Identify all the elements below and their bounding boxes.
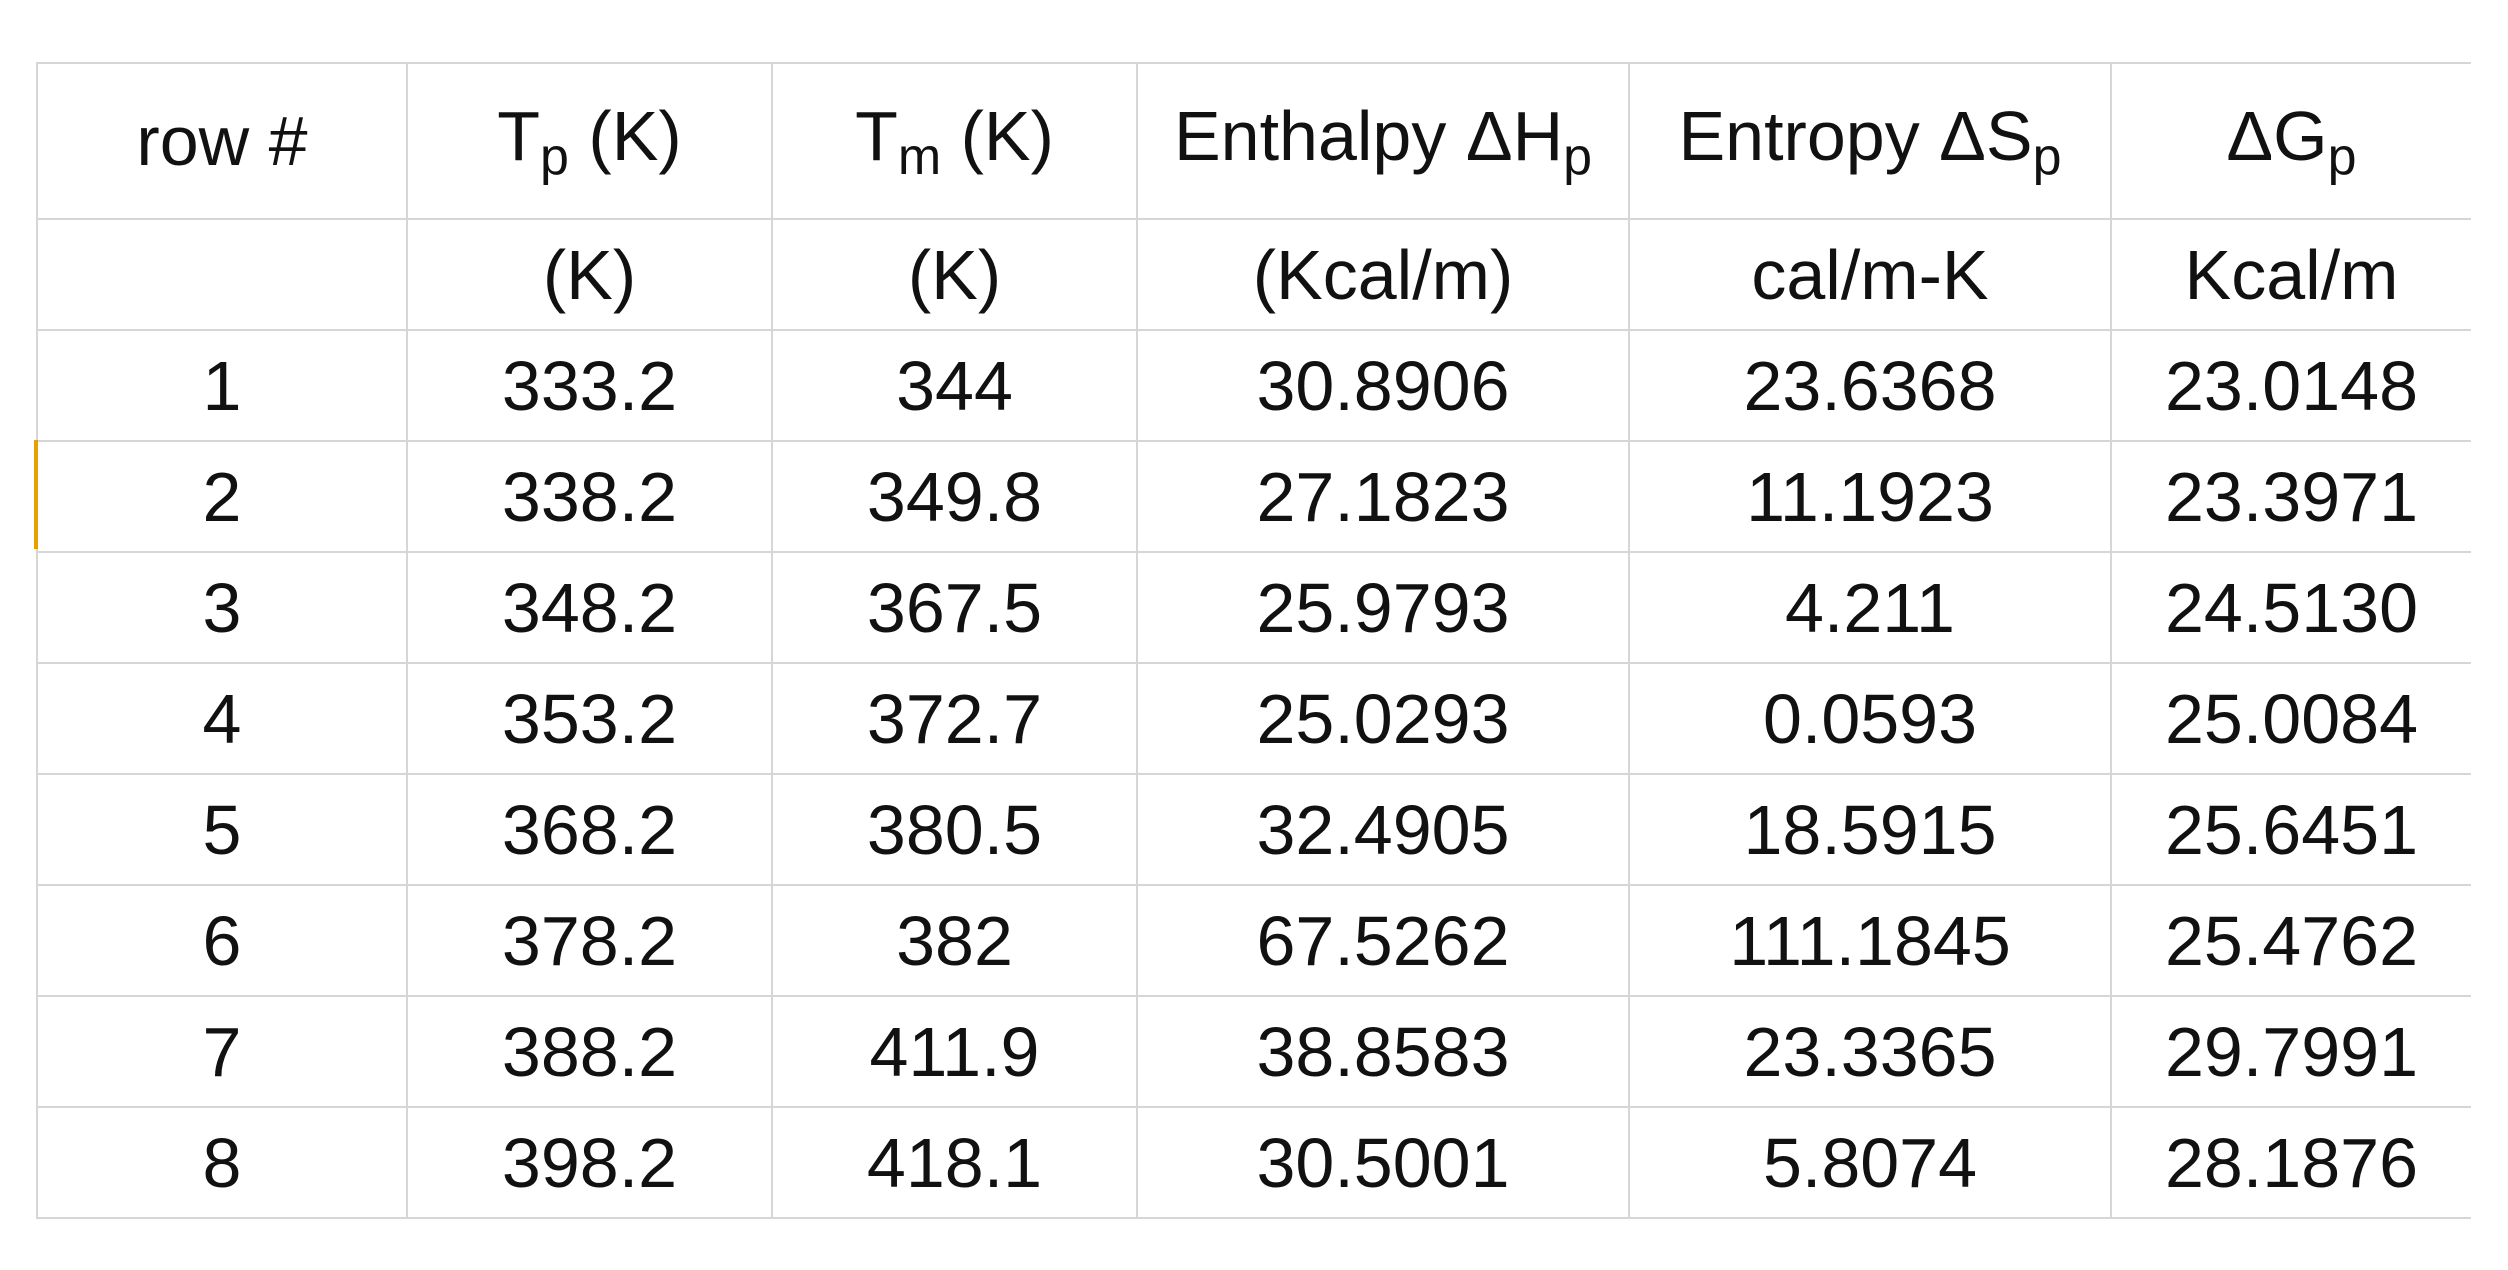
spreadsheet-table: row # Tp (K) Tm (K) Enthalpy ΔHp Entropy ΔSp… (36, 62, 2471, 1219)
data-cell: 4 (36, 662, 407, 775)
data-cell: 0.0593 (1628, 662, 2111, 775)
header-subscript: m (897, 127, 942, 186)
data-row: 7 388.2 411.9 38.8583 23.3365 29.7991 (36, 995, 2471, 1108)
data-cell: 23.3365 (1628, 995, 2111, 1108)
header-text: (K) (568, 96, 682, 175)
data-cell: 18.5915 (1628, 773, 2111, 886)
data-cell: 382 (771, 884, 1137, 997)
data-row: 6 378.2 382 67.5262 111.1845 25.4762 (36, 884, 2471, 997)
units-cell: (Kcal/m) (1136, 218, 1629, 331)
data-cell: 372.7 (771, 662, 1137, 775)
data-cell: 25.0084 (2110, 662, 2471, 775)
header-subscript: p (2032, 127, 2062, 186)
data-cell: 23.0148 (2110, 329, 2471, 442)
data-cell: 25.0293 (1136, 662, 1629, 775)
header-cell: Entropy ΔSp (1628, 62, 2111, 220)
data-cell: 380.5 (771, 773, 1137, 886)
data-cell: 1 (36, 329, 407, 442)
data-cell: 349.8 (771, 440, 1137, 553)
data-cell: 25.9793 (1136, 551, 1629, 664)
header-row: row # Tp (K) Tm (K) Enthalpy ΔHp Entropy ΔSp… (36, 62, 2471, 220)
header-text: row # (136, 102, 308, 180)
data-cell: 7 (36, 995, 407, 1108)
header-cell: Tp (K) (406, 62, 772, 220)
units-row: (K) (K) (Kcal/m) cal/m-K Kcal/m (36, 218, 2471, 331)
header-cell: ΔGp (2110, 62, 2471, 220)
data-cell: 67.5262 (1136, 884, 1629, 997)
header-subscript: p (1563, 127, 1593, 186)
data-cell: 30.5001 (1136, 1106, 1629, 1219)
data-cell: 4.211 (1628, 551, 2111, 664)
data-cell: 6 (36, 884, 407, 997)
data-cell: 23.6368 (1628, 329, 2111, 442)
data-cell: 344 (771, 329, 1137, 442)
data-row: 4 353.2 372.7 25.0293 0.0593 25.0084 (36, 662, 2471, 775)
header-cell: Tm (K) (771, 62, 1137, 220)
data-cell: 111.1845 (1628, 884, 2111, 997)
data-cell: 30.8906 (1136, 329, 1629, 442)
data-cell: 398.2 (406, 1106, 772, 1219)
data-cell: 333.2 (406, 329, 772, 442)
data-cell: 27.1823 (1136, 440, 1629, 553)
data-cell: 368.2 (406, 773, 772, 886)
data-cell: 32.4905 (1136, 773, 1629, 886)
data-cell: 367.5 (771, 551, 1137, 664)
units-cell: cal/m-K (1628, 218, 2111, 331)
units-cell: (K) (406, 218, 772, 331)
active-row-marker (34, 440, 38, 549)
data-cell: 8 (36, 1106, 407, 1219)
header-text: T (855, 96, 898, 175)
data-cell: 418.1 (771, 1106, 1137, 1219)
header-cell: row # (36, 62, 407, 220)
data-row: 3 348.2 367.5 25.9793 4.211 24.5130 (36, 551, 2471, 664)
table-body: row # Tp (K) Tm (K) Enthalpy ΔHp Entropy ΔSp… (36, 62, 2471, 1219)
data-cell: 28.1876 (2110, 1106, 2471, 1219)
data-cell: 353.2 (406, 662, 772, 775)
data-row: 5 368.2 380.5 32.4905 18.5915 25.6451 (36, 773, 2471, 886)
data-cell: 411.9 (771, 995, 1137, 1108)
data-row: 1 333.2 344 30.8906 23.6368 23.0148 (36, 329, 2471, 442)
header-text: ΔG (2226, 96, 2328, 175)
data-cell: 348.2 (406, 551, 772, 664)
data-cell: 5 (36, 773, 407, 886)
data-cell: 38.8583 (1136, 995, 1629, 1108)
data-cell: 378.2 (406, 884, 772, 997)
data-row: 8 398.2 418.1 30.5001 5.8074 28.1876 (36, 1106, 2471, 1219)
header-text: Entropy ΔS (1678, 96, 2033, 175)
header-subscript: p (540, 127, 569, 186)
data-cell: 25.4762 (2110, 884, 2471, 997)
header-text: (K) (941, 96, 1054, 175)
data-cell: 29.7991 (2110, 995, 2471, 1108)
data-cell: 5.8074 (1628, 1106, 2111, 1219)
data-cell: 3 (36, 551, 407, 664)
header-text: Enthalpy ΔH (1173, 96, 1564, 175)
data-cell: 11.1923 (1628, 440, 2111, 553)
data-cell: 24.5130 (2110, 551, 2471, 664)
header-text: T (497, 96, 541, 175)
header-cell: Enthalpy ΔHp (1136, 62, 1629, 220)
data-cell: 2 (36, 440, 407, 553)
units-cell: Kcal/m (2110, 218, 2471, 331)
units-cell: (K) (771, 218, 1137, 331)
data-cell: 25.6451 (2110, 773, 2471, 886)
header-subscript: p (2327, 127, 2357, 186)
data-cell: 388.2 (406, 995, 772, 1108)
units-cell (36, 218, 407, 331)
data-row: 2 338.2 349.8 27.1823 11.1923 23.3971 (36, 440, 2471, 553)
data-cell: 338.2 (406, 440, 772, 553)
data-cell: 23.3971 (2110, 440, 2471, 553)
